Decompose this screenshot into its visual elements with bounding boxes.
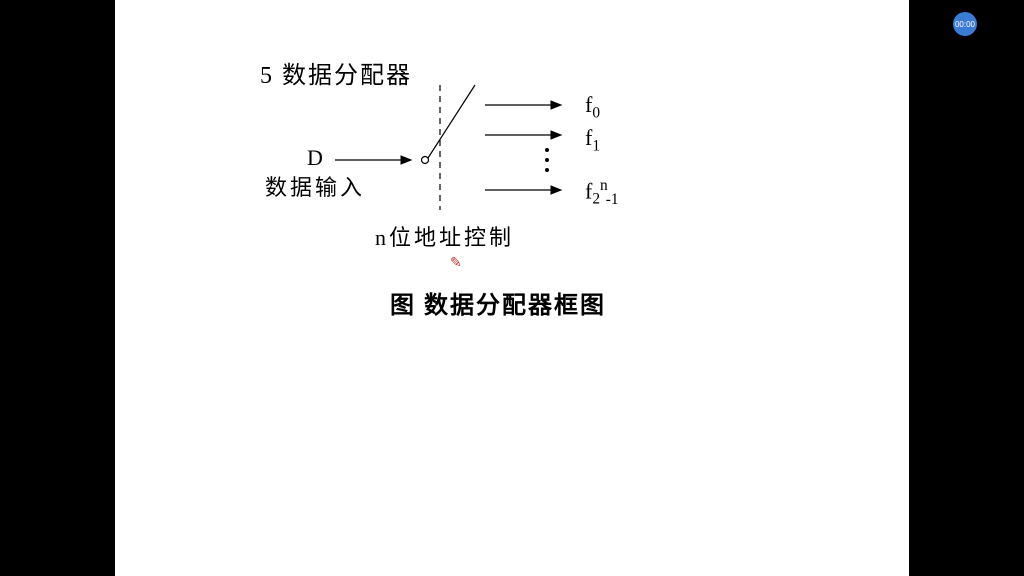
output-label-f1: f1 — [585, 125, 600, 155]
address-label: n位地址控制 — [375, 220, 514, 252]
switch-pivot — [422, 157, 429, 164]
timestamp-badge: 00:00 — [953, 12, 977, 36]
switch-arm — [428, 85, 475, 158]
output-label-f0: f0 — [585, 92, 600, 122]
ellipsis-dot — [545, 148, 549, 152]
input-label-d: D — [307, 145, 323, 171]
ellipsis-dot — [545, 168, 549, 172]
demux-diagram — [115, 0, 909, 320]
timestamp-text: 00:00 — [955, 20, 975, 29]
input-label-cn: 数据输入 — [265, 170, 365, 202]
ellipsis-dot — [545, 158, 549, 162]
slide-content: 5 数据分配器 D 数据输入 n位地址控制 — [115, 0, 909, 576]
output-label-fn: f2n-1 — [585, 177, 619, 209]
cursor-mark: ✎ — [450, 255, 462, 272]
figure-caption: 图 数据分配器框图 — [390, 285, 606, 320]
